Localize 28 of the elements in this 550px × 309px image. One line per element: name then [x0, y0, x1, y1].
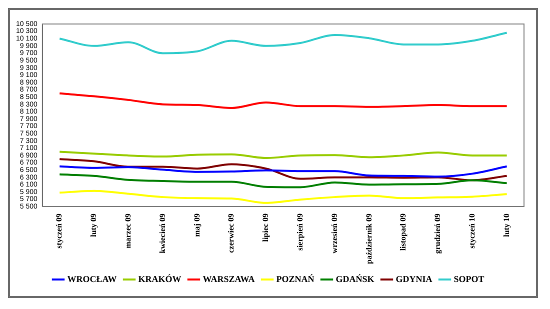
line-series [58, 158, 508, 182]
x-tick-label: listopad 09 [398, 214, 408, 251]
legend-label: POZNAŃ [276, 274, 315, 284]
legend-label: KRAKÓW [138, 274, 182, 284]
x-tick-label: październik 09 [364, 214, 374, 264]
legend-label: WARSZAWA [202, 274, 256, 284]
x-tick-label: styczeń 10 [467, 214, 476, 248]
legend-label: GDYNIA [396, 274, 433, 284]
legend-label: WROCŁAW [67, 274, 117, 284]
line-series [58, 92, 508, 109]
line-series [58, 150, 508, 159]
line-series [58, 173, 508, 188]
legend-label: GDAŃSK [336, 274, 374, 284]
x-tick-label: czerwiec 09 [226, 214, 236, 253]
line-series [58, 190, 508, 204]
x-tick-label: grudzień 09 [433, 214, 442, 254]
line-series [58, 165, 508, 178]
x-tick-label: sierpień 09 [295, 214, 304, 251]
x-tick-label: styczeń 09 [54, 214, 64, 248]
x-tick-label: luty 09 [89, 214, 98, 237]
x-tick-label: lipiec 09 [261, 214, 270, 242]
x-tick-label: luty 10 [502, 214, 511, 237]
legend-label: SOPOT [454, 274, 484, 284]
x-tick-label: marzec 09 [123, 214, 132, 248]
x-tick-label: maj 09 [192, 214, 202, 237]
x-tick-label: wrzesień 09 [330, 214, 339, 254]
x-tick-label: kwiecień 09 [158, 214, 167, 254]
line-series [58, 32, 508, 54]
